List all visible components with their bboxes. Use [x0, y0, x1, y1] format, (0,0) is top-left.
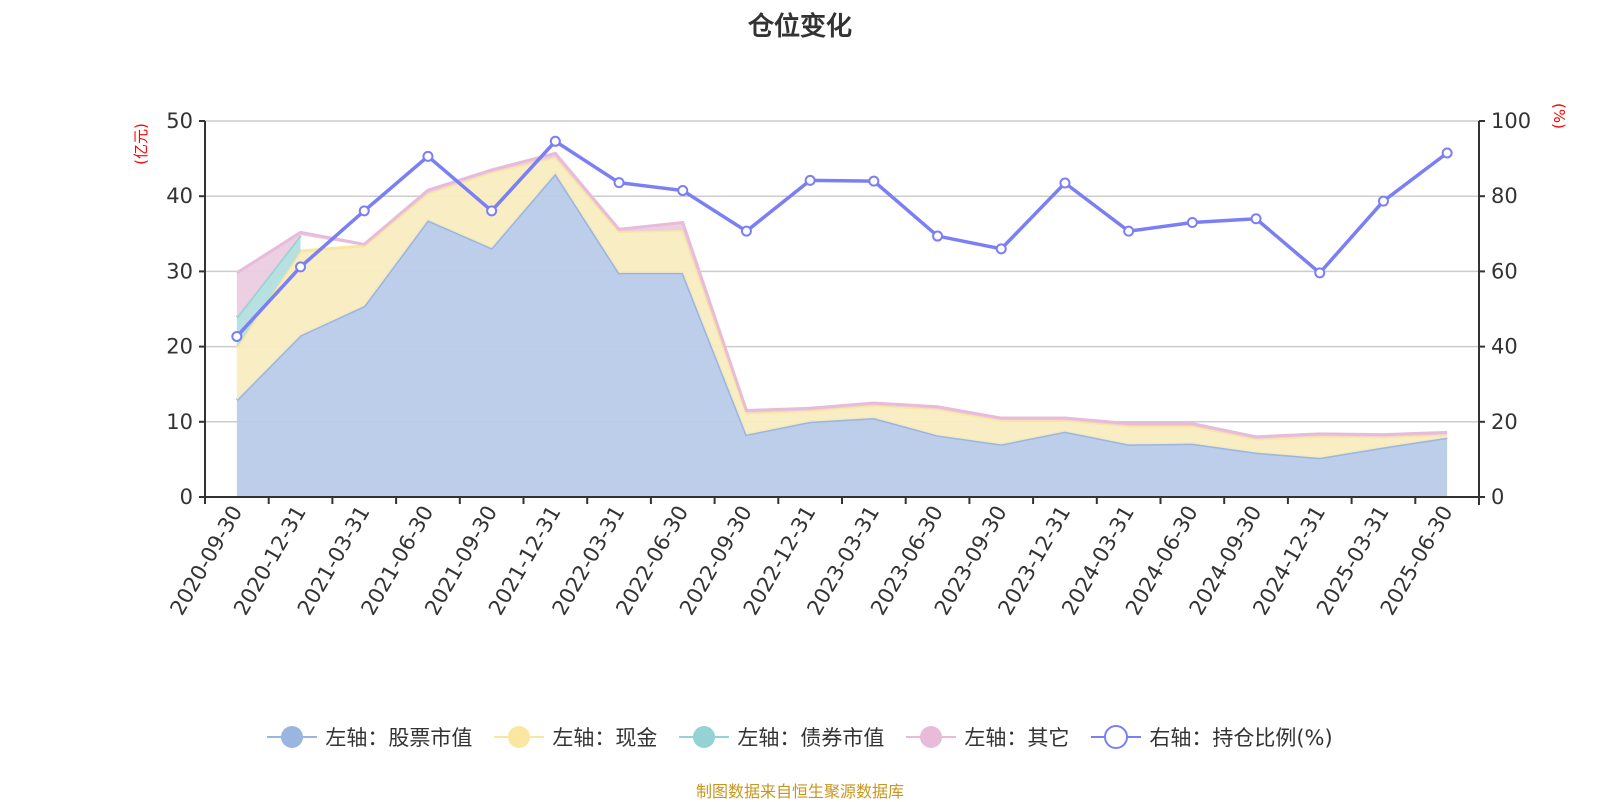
- ratio-point: [740, 225, 752, 237]
- ratio-line: [235, 139, 1449, 338]
- ratio-point: [358, 205, 370, 217]
- legend-item[interactable]: 左轴：股票市值: [267, 722, 472, 752]
- ratio-point: [1314, 267, 1326, 279]
- legend-label: 左轴：债券市值: [737, 726, 885, 750]
- chart-title: 仓位变化: [747, 12, 852, 42]
- area-line-3: [236, 151, 1448, 439]
- legend-label: 左轴：现金: [552, 726, 658, 750]
- legend-item[interactable]: 左轴：其它: [906, 722, 1069, 752]
- y-right-tick-label: 20: [1491, 410, 1518, 434]
- ratio-point: [677, 185, 689, 197]
- y-right-tick-label: 100: [1491, 109, 1531, 133]
- legend-marker-icon: [679, 726, 730, 748]
- ratio-point: [1123, 225, 1135, 237]
- legend-item[interactable]: 左轴：债券市值: [679, 722, 884, 752]
- y-left-tick-label: 50: [166, 109, 193, 133]
- ratio-point: [422, 150, 434, 162]
- ratio-point: [486, 205, 498, 217]
- y-left-axis-label: (亿元): [132, 123, 150, 165]
- y-right-axis-label: (%): [1550, 103, 1568, 129]
- area-0: [236, 173, 1448, 497]
- y-right-tick-label: 0: [1491, 485, 1504, 509]
- legend-label: 右轴：持仓比例(%): [1149, 726, 1333, 750]
- legend-marker-icon: [494, 726, 545, 748]
- ratio-point: [868, 175, 880, 187]
- legend: 左轴：股票市值 左轴：现金 左轴：债券市值 左轴：其它 右轴：持仓比例(%): [0, 722, 1600, 752]
- legend-label: 左轴：其它: [964, 726, 1070, 750]
- ratio-point: [549, 135, 561, 147]
- ratio-point: [1186, 217, 1198, 229]
- y-left-tick-label: 20: [166, 335, 193, 359]
- legend-marker-icon: [267, 726, 318, 748]
- y-right-tick-label: 60: [1491, 259, 1518, 283]
- ratio-point: [932, 230, 944, 242]
- y-right-tick-label: 40: [1491, 335, 1518, 359]
- legend-marker-icon: [906, 726, 957, 748]
- ratio-point: [1377, 195, 1389, 207]
- y-left-tick-label: 0: [180, 485, 193, 509]
- y-right-tick-label: 80: [1491, 184, 1518, 208]
- y-left-tick-label: 30: [166, 259, 193, 283]
- source-note: 制图数据来自恒生聚源数据库: [695, 782, 904, 801]
- legend-item[interactable]: 右轴：持仓比例(%): [1091, 722, 1333, 752]
- ratio-point: [295, 261, 307, 273]
- ratio-point: [613, 177, 625, 189]
- ratio-point: [995, 243, 1007, 255]
- ratio-point: [1441, 147, 1453, 159]
- legend-item[interactable]: 左轴：现金: [494, 722, 657, 752]
- y-left-tick-label: 10: [166, 410, 193, 434]
- ratio-point: [1250, 213, 1262, 225]
- ratio-point: [804, 174, 816, 186]
- ratio-point: [1059, 177, 1071, 189]
- y-left-tick-label: 40: [166, 184, 193, 208]
- legend-marker-icon: [1091, 725, 1142, 749]
- ratio-point: [231, 330, 243, 342]
- legend-label: 左轴：股票市值: [325, 726, 473, 750]
